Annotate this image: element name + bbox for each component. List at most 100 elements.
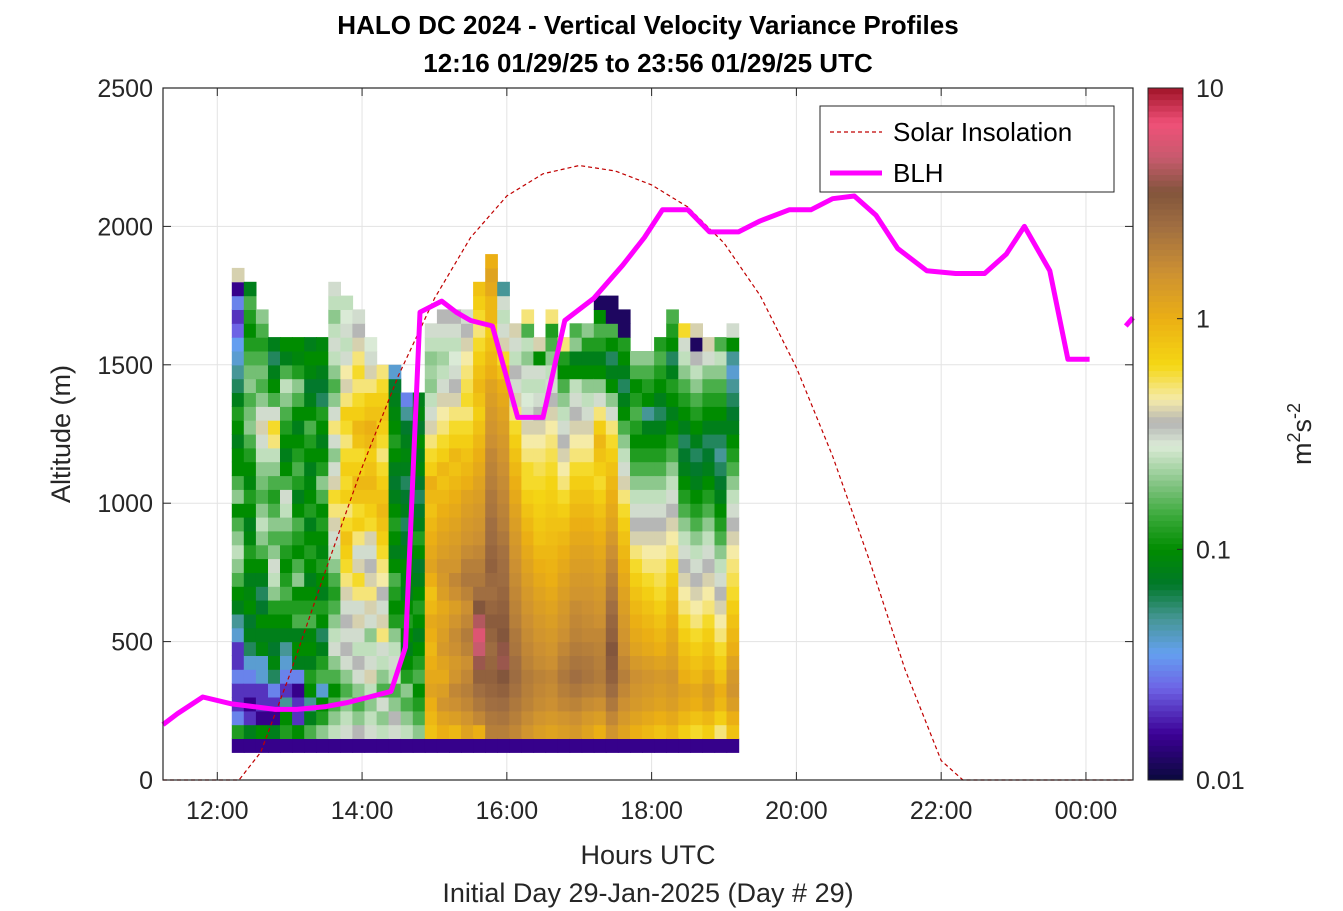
heatmap-cell (533, 489, 547, 504)
heatmap-cell (617, 738, 631, 753)
heatmap-cell (617, 586, 631, 601)
heatmap-cell (714, 530, 728, 546)
heatmap-cell (593, 475, 607, 490)
heatmap-cell (364, 503, 378, 518)
heatmap-cell (449, 724, 462, 739)
heatmap-cell (436, 724, 450, 739)
heatmap-cell (376, 420, 390, 435)
heatmap-cell (292, 517, 305, 532)
heatmap-cell (654, 724, 667, 739)
heatmap-cell (243, 447, 257, 463)
colorbar-band (1148, 330, 1183, 337)
heatmap-cell (231, 461, 245, 477)
colorbar-band (1148, 272, 1183, 279)
heatmap-cell (485, 627, 498, 643)
heatmap-cell (255, 710, 269, 726)
heatmap-cell (352, 503, 366, 518)
heatmap-cell (304, 475, 317, 490)
heatmap-cell (630, 489, 643, 504)
heatmap-cell (364, 434, 378, 449)
heatmap-cell (449, 586, 462, 601)
heatmap-cell (328, 641, 341, 656)
heatmap-cell (690, 641, 703, 656)
heatmap-cell (593, 724, 607, 739)
heatmap-cell (352, 517, 366, 532)
heatmap-cell (243, 434, 257, 449)
heatmap-cell (726, 724, 740, 739)
heatmap-cell (726, 517, 740, 532)
heatmap-cell (702, 558, 716, 573)
heatmap-cell (243, 475, 257, 490)
heatmap-cell (593, 517, 607, 532)
heatmap-cell (388, 420, 402, 435)
heatmap-cell (328, 475, 341, 490)
heatmap-cell (630, 586, 643, 601)
heatmap-cell (340, 351, 354, 366)
heatmap-cell (666, 572, 679, 587)
heatmap-cell (569, 669, 583, 684)
heatmap-cell (231, 572, 245, 587)
heatmap-cell (255, 724, 269, 739)
heatmap-cell (642, 392, 655, 407)
heatmap-cell (678, 364, 691, 380)
heatmap-cell (473, 337, 486, 352)
heatmap-cell (497, 738, 510, 753)
heatmap-cell (509, 447, 522, 463)
heatmap-cell (243, 655, 257, 670)
heatmap-cell (497, 420, 510, 435)
heatmap-cell (605, 586, 619, 601)
heatmap-cell (533, 572, 547, 587)
heatmap-cell (702, 724, 716, 739)
heatmap-cell (280, 530, 293, 546)
heatmap-cell (268, 641, 281, 656)
heatmap-cell (328, 669, 341, 684)
heatmap-cell (316, 517, 329, 532)
colorbar-band (1148, 382, 1183, 389)
heatmap-cell (678, 475, 691, 490)
heatmap-cell (509, 697, 522, 712)
colorbar-band (1148, 722, 1183, 729)
heatmap-cell (702, 489, 716, 504)
heatmap-cell (364, 544, 378, 560)
heatmap-cell (569, 503, 583, 518)
heatmap-cell (666, 364, 679, 380)
heatmap-cell (569, 613, 583, 629)
heatmap-cell (268, 655, 281, 670)
heatmap-cell (255, 503, 269, 518)
heatmap-cell (617, 309, 631, 324)
colorbar-band (1148, 670, 1183, 677)
heatmap-cell (412, 558, 426, 573)
heatmap-cell (678, 572, 691, 587)
colorbar-band (1148, 232, 1183, 239)
heatmap-cell (231, 586, 245, 601)
heatmap-cell (521, 724, 535, 739)
heatmap-cell (678, 724, 691, 739)
heatmap-cell (533, 544, 547, 560)
heatmap-cell (255, 392, 269, 407)
heatmap-cell (473, 517, 486, 532)
colorbar-band (1148, 214, 1183, 222)
heatmap-cell (449, 655, 462, 670)
colorbar-band (1148, 370, 1183, 377)
heatmap-cell (473, 613, 486, 629)
heatmap-cell (557, 378, 571, 393)
heatmap-cell (726, 586, 740, 601)
colorbar-band (1148, 180, 1183, 187)
heatmap-cell (497, 475, 510, 490)
heatmap-cell (593, 544, 607, 560)
colorbar-band (1148, 658, 1183, 666)
heatmap-cell (497, 697, 510, 712)
heatmap-cell (690, 724, 703, 739)
colorbar-band (1148, 278, 1183, 285)
heatmap-cell (497, 434, 510, 449)
heatmap-cell (485, 434, 498, 449)
heatmap-cell (714, 378, 728, 393)
heatmap-cell (726, 392, 740, 407)
heatmap-cell (280, 351, 293, 366)
colorbar-band (1148, 318, 1183, 325)
heatmap-cell (726, 572, 740, 587)
heatmap-cell (304, 683, 317, 698)
heatmap-cell (557, 697, 571, 712)
heatmap-cell (268, 600, 281, 615)
